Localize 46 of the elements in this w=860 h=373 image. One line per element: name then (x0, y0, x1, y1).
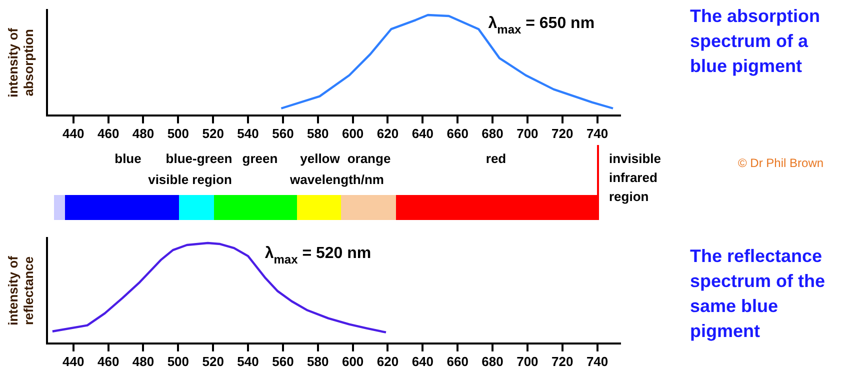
text: orange (347, 150, 391, 168)
x-tick-label: 580 (307, 126, 329, 141)
x-tick-label: 600 (342, 126, 364, 141)
y-axis-title: intensity of absorption (5, 27, 36, 98)
x-tick-label: 680 (482, 354, 504, 369)
x-tick-label: 560 (272, 126, 294, 141)
x-tick-label: 520 (202, 354, 224, 369)
x-tick-label: 580 (307, 354, 329, 369)
text: The absorption spectrum of a blue pigment (690, 6, 820, 76)
text: red (486, 150, 506, 168)
x-tick-label: 640 (412, 354, 434, 369)
x-tick-label: 480 (132, 354, 154, 369)
text: © Dr Phil Brown (738, 155, 824, 172)
x-tick-label: 640 (412, 126, 434, 141)
x-tick-label: 460 (97, 126, 120, 141)
text: green (242, 150, 278, 168)
x-tick-label: 460 (97, 354, 120, 369)
x-tick-label: 500 (167, 354, 190, 369)
x-tick-label: 740 (586, 126, 608, 141)
x-tick-label: 740 (586, 354, 608, 369)
x-tick-label: 480 (132, 126, 154, 141)
x-tick-label: 440 (62, 354, 84, 369)
x-tick-label: 600 (342, 354, 364, 369)
x-tick-label: 660 (446, 354, 468, 369)
x-tick-label: 660 (446, 126, 468, 141)
text: blue (114, 150, 142, 168)
x-tick-label: 560 (272, 354, 294, 369)
x-tick-label: 700 (516, 126, 538, 141)
x-tick-label: 700 (516, 354, 538, 369)
x-tick-label: 500 (167, 126, 190, 141)
text: The reflectance spectrum of the same blue pigment (690, 246, 826, 341)
x-tick-label: 720 (552, 126, 574, 141)
x-tick-label: 620 (376, 354, 399, 369)
text: blue-green (166, 150, 232, 168)
x-tick-label: 680 (482, 126, 504, 141)
x-tick-label: 540 (237, 126, 259, 141)
x-tick-label: 620 (376, 126, 399, 141)
text: invisible infrared region (609, 150, 662, 206)
x-tick-label: 520 (202, 126, 224, 141)
x-tick-label: 540 (237, 354, 259, 369)
text: visible region (148, 171, 232, 189)
x-tick-label: 720 (552, 354, 574, 369)
x-tick-label: 440 (62, 126, 84, 141)
text: wavelength/nm (290, 171, 384, 189)
text: yellow (300, 150, 340, 168)
y-axis-title: intensity of reflectance (5, 255, 36, 326)
